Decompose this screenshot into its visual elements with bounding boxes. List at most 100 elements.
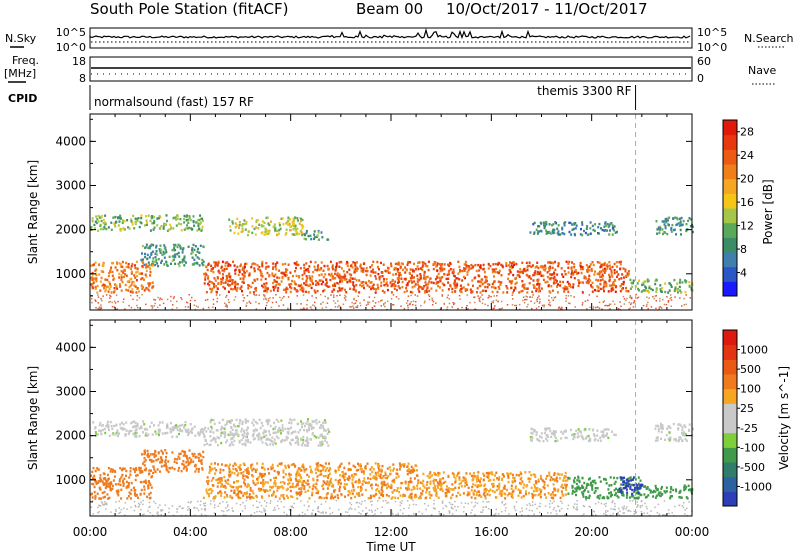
data-cell <box>205 490 208 493</box>
data-cell <box>612 288 615 292</box>
data-cell <box>210 269 213 273</box>
data-cell <box>179 244 181 247</box>
scatter-speck <box>159 297 162 299</box>
scatter-speck <box>543 304 546 307</box>
scatter-speck <box>448 510 450 512</box>
scatter-speck <box>231 507 233 509</box>
data-cell <box>343 479 346 482</box>
data-cell <box>284 274 287 278</box>
data-cell <box>307 427 310 430</box>
scatter-speck <box>460 502 463 504</box>
data-cell <box>681 439 684 442</box>
scatter-speck <box>500 300 503 303</box>
colorbar-tick-label: 12 <box>740 220 754 233</box>
scatter-speck <box>148 501 151 504</box>
data-cell <box>242 436 245 439</box>
data-cell <box>145 266 148 269</box>
data-cell <box>191 228 193 231</box>
data-cell <box>287 464 290 467</box>
data-cell <box>367 279 370 283</box>
data-cell <box>236 282 239 286</box>
data-cell <box>158 428 161 431</box>
data-cell <box>239 264 242 268</box>
scatter-speck <box>605 502 607 505</box>
scatter-speck <box>525 295 527 297</box>
data-cell <box>400 262 403 265</box>
data-cell <box>667 291 670 294</box>
data-cell <box>608 278 611 281</box>
data-cell <box>613 229 616 232</box>
data-cell <box>611 275 614 278</box>
scatter-speck <box>267 300 270 302</box>
data-cell <box>530 431 533 435</box>
data-cell <box>323 288 326 292</box>
data-cell <box>384 476 387 480</box>
data-cell <box>143 480 146 483</box>
data-cell <box>616 265 618 268</box>
data-cell <box>484 285 487 289</box>
scatter-speck <box>481 294 483 296</box>
data-cell <box>358 478 361 481</box>
data-cell <box>622 287 625 290</box>
data-cell <box>331 277 334 280</box>
data-cell <box>268 275 271 278</box>
data-cell <box>224 431 227 435</box>
scatter-speck <box>203 508 206 510</box>
scatter-speck <box>406 302 408 304</box>
data-cell <box>619 267 621 271</box>
data-cell <box>661 424 664 428</box>
scatter-speck <box>583 505 586 508</box>
data-cell <box>193 258 196 261</box>
data-cell <box>218 477 221 480</box>
data-cell <box>251 225 254 228</box>
data-cell <box>579 267 582 271</box>
data-cell <box>91 470 94 474</box>
data-cell <box>398 280 400 284</box>
data-cell <box>127 483 130 487</box>
data-cell <box>155 244 158 248</box>
data-cell <box>116 434 119 438</box>
data-cell <box>317 444 320 447</box>
scatter-speck <box>352 307 355 309</box>
data-cell <box>285 488 288 491</box>
colorbar-swatch <box>723 134 737 150</box>
data-cell <box>135 467 138 470</box>
data-cell <box>209 287 212 291</box>
data-cell <box>355 261 358 264</box>
scatter-speck <box>242 300 245 302</box>
scatter-speck <box>222 514 225 516</box>
data-cell <box>262 488 265 492</box>
scatter-speck <box>349 502 351 504</box>
scatter-speck <box>637 504 639 506</box>
data-cell <box>440 265 443 268</box>
data-cell <box>398 287 401 290</box>
data-cell <box>303 237 306 240</box>
data-cell <box>129 473 132 476</box>
data-cell <box>514 282 517 285</box>
scatter-speck <box>141 293 143 296</box>
data-cell <box>236 474 239 477</box>
data-cell <box>397 276 400 280</box>
data-cell <box>241 273 244 276</box>
data-cell <box>536 230 539 233</box>
scatter-speck <box>157 296 159 299</box>
data-cell <box>674 287 677 290</box>
data-cell <box>322 280 325 284</box>
scatter-speck <box>137 506 140 508</box>
scatter-speck <box>244 505 246 507</box>
scatter-speck <box>523 301 526 304</box>
data-cell <box>240 285 243 288</box>
data-cell <box>275 280 278 284</box>
data-cell <box>129 290 132 293</box>
data-cell <box>407 260 410 264</box>
scatter-speck <box>548 303 550 306</box>
data-cell <box>602 287 605 290</box>
data-cell <box>164 449 167 452</box>
scatter-speck <box>596 306 599 308</box>
data-cell <box>354 465 357 469</box>
data-cell <box>95 215 98 218</box>
data-cell <box>231 222 234 225</box>
scatter-speck <box>156 512 158 515</box>
data-cell <box>166 431 169 435</box>
data-cell <box>174 425 176 428</box>
